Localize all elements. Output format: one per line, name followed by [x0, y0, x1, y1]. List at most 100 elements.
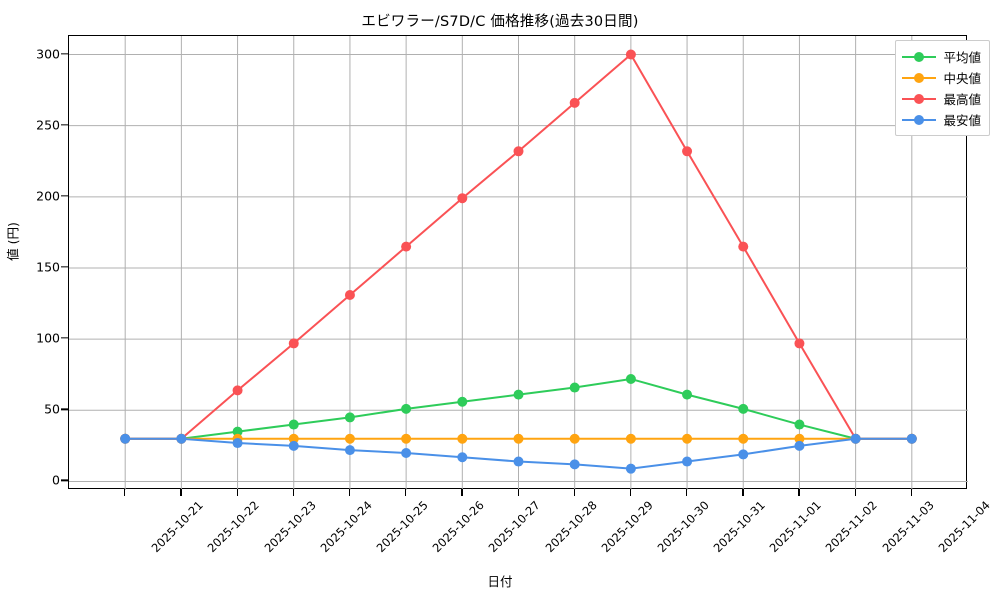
series-0	[120, 373, 917, 444]
x-tick-label: 2025-10-22	[204, 498, 263, 556]
legend-item-1[interactable]: 中央値	[902, 67, 981, 88]
data-point	[344, 433, 355, 444]
data-point	[288, 440, 299, 451]
x-tick-mark	[798, 489, 800, 496]
y-tick-mark	[61, 124, 68, 126]
y-axis-tick-labels: 0 50 100 150 200 250 300	[8, 35, 60, 489]
y-tick-mark	[61, 479, 68, 482]
y-axis-tick-marks	[61, 35, 69, 489]
data-point	[738, 433, 749, 444]
data-point	[288, 433, 299, 444]
legend-label: 最安値	[943, 113, 981, 128]
x-tick-mark	[124, 489, 126, 496]
data-point	[625, 463, 636, 474]
data-point	[513, 433, 524, 444]
x-axis-tick-marks	[68, 489, 967, 497]
data-point	[794, 433, 805, 444]
x-tick-mark	[573, 489, 575, 496]
data-point	[232, 426, 243, 437]
data-point	[401, 241, 412, 252]
legend-label: 最高値	[943, 92, 981, 107]
x-tick-mark	[686, 489, 688, 496]
x-tick-mark	[348, 489, 351, 496]
data-point	[232, 438, 243, 449]
y-tick-label: 50	[44, 401, 60, 417]
data-point	[850, 433, 861, 444]
x-tick-mark	[292, 489, 295, 496]
x-tick-label: 2025-10-21	[148, 498, 206, 556]
data-point	[906, 433, 917, 444]
y-tick-label: 0	[52, 472, 60, 488]
data-point	[738, 403, 749, 414]
x-tick-mark	[854, 489, 856, 496]
x-tick-mark	[910, 489, 913, 496]
data-point	[738, 449, 749, 460]
legend-label: 中央値	[943, 71, 981, 86]
x-tick-label: 2025-10-26	[429, 498, 487, 556]
x-tick-mark	[517, 489, 519, 496]
chart-title: エビワラー/S7D/C 価格推移(過去30日間)	[361, 14, 639, 30]
data-point	[794, 440, 805, 451]
legend-swatch-icon	[902, 92, 937, 106]
data-point	[344, 445, 355, 456]
y-tick-mark	[61, 195, 68, 197]
data-point	[457, 396, 468, 407]
x-axis-label: 日付	[487, 574, 513, 589]
legend-swatch-icon	[902, 71, 937, 85]
x-tick-label: 2025-10-23	[261, 498, 319, 556]
x-tick-label: 2025-11-04	[935, 498, 993, 556]
data-point	[794, 338, 805, 349]
y-tick-mark	[61, 408, 68, 410]
series-3	[120, 433, 917, 474]
data-point	[401, 403, 412, 414]
x-tick-mark	[180, 489, 182, 496]
data-point	[569, 382, 580, 393]
data-point	[288, 419, 299, 430]
data-point	[625, 373, 636, 384]
legend-item-3[interactable]: 最安値	[902, 109, 981, 130]
data-point	[738, 241, 749, 252]
series-2	[120, 49, 917, 444]
data-point	[344, 290, 355, 301]
x-tick-label: 2025-10-27	[485, 498, 544, 556]
data-point	[457, 433, 468, 444]
x-tick-label: 2025-11-02	[823, 498, 881, 556]
data-point	[457, 452, 468, 463]
data-point	[176, 433, 187, 444]
data-point	[513, 146, 524, 157]
data-point	[288, 338, 299, 349]
x-tick-label: 2025-10-29	[598, 498, 656, 556]
plot-area	[68, 35, 968, 490]
x-tick-label: 2025-10-30	[654, 498, 712, 556]
data-point	[682, 456, 693, 467]
x-tick-label: 2025-10-28	[542, 498, 600, 556]
x-tick-mark	[461, 489, 463, 496]
data-point	[625, 433, 636, 444]
x-tick-label: 2025-10-25	[373, 498, 431, 556]
legend-swatch-icon	[902, 50, 937, 64]
y-tick-mark	[61, 52, 68, 55]
y-tick-label: 300	[36, 46, 60, 61]
x-tick-mark	[236, 489, 238, 496]
x-tick-label: 2025-11-03	[879, 498, 937, 556]
data-point	[569, 459, 580, 470]
data-point	[344, 412, 355, 423]
data-point	[401, 447, 412, 458]
legend-swatch-icon	[902, 113, 937, 127]
data-point	[401, 433, 412, 444]
grid-lines	[69, 36, 968, 490]
y-tick-label: 150	[36, 259, 60, 275]
data-point	[569, 433, 580, 444]
x-tick-mark	[629, 489, 632, 496]
x-tick-mark	[742, 489, 744, 496]
data-point	[232, 385, 243, 396]
x-tick-label: 2025-10-31	[710, 498, 768, 556]
x-tick-label: 2025-10-24	[317, 498, 375, 556]
data-point	[682, 146, 693, 157]
series-1	[120, 433, 917, 444]
legend-item-2[interactable]: 最高値	[902, 88, 981, 109]
x-tick-label: 2025-11-01	[766, 498, 824, 556]
data-point	[513, 456, 524, 467]
legend-item-0[interactable]: 平均値	[902, 46, 981, 67]
